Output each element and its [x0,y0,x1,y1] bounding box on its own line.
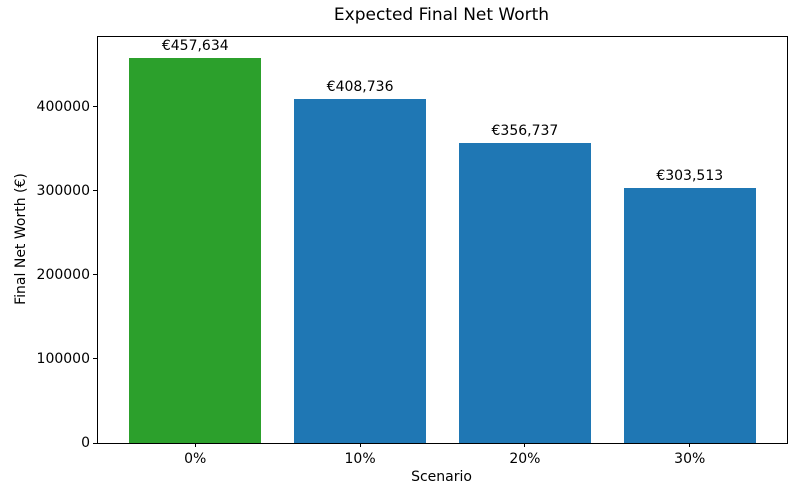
x-tick-mark [689,443,691,447]
bar-value-label: €457,634 [161,38,229,55]
x-tick-mark [524,443,526,447]
y-tick-mark [93,358,97,360]
y-tick-mark [93,442,97,444]
bar [294,99,426,443]
bar-value-label: €408,736 [326,79,394,96]
y-tick-mark [93,106,97,108]
x-tick-label: 10% [344,451,376,467]
y-tick-label: 200000 [36,266,90,283]
y-tick-label: 300000 [36,182,90,199]
x-tick-label: 30% [674,451,706,467]
x-tick-mark [194,443,196,447]
y-tick-label: 400000 [36,98,90,115]
y-tick-label: 100000 [36,350,90,367]
chart-title: Expected Final Net Worth [333,5,550,25]
x-tick-mark [359,443,361,447]
y-tick-mark [93,190,97,192]
y-tick-mark [93,274,97,276]
x-axis-label: Scenario [411,469,472,485]
bar-value-label: €303,513 [656,167,724,184]
bar [458,143,591,443]
bar-value-label: €356,737 [491,123,559,140]
bar [623,187,756,443]
x-tick-label: 0% [184,451,207,467]
x-tick-label: 20% [509,451,541,467]
bar [129,58,262,443]
y-tick-label: 0 [81,435,90,451]
plot-area: 0 100000 200000 300000 400000 €457,634 0% €408,… [37,36,788,467]
